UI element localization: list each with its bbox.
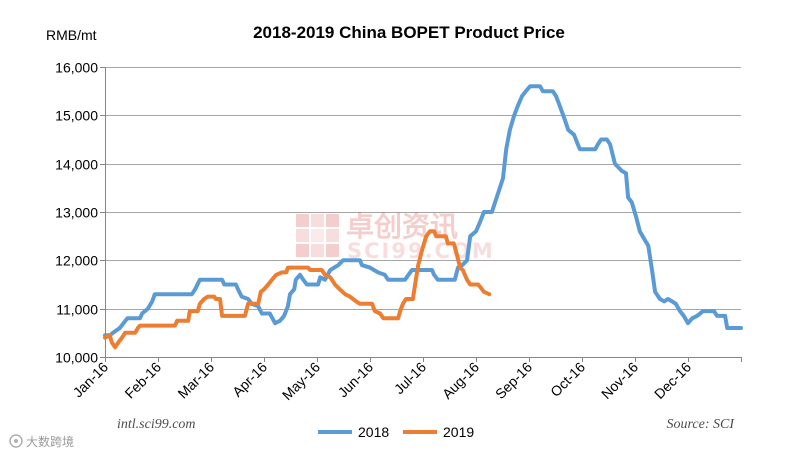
legend-label-2018: 2018 <box>358 424 389 440</box>
badge-icon <box>9 434 23 448</box>
y-tick-label: 15,000 <box>55 108 98 124</box>
legend-item-2019: 2019 <box>403 424 474 440</box>
sci-logo-icon <box>296 214 339 257</box>
site-watermark: intl.sci99.com <box>117 417 196 432</box>
y-tick-label: 12,000 <box>55 253 98 269</box>
y-axis-unit-label: RMB/mt <box>46 27 97 43</box>
y-tick-label: 13,000 <box>55 205 98 221</box>
y-tick-label: 10,000 <box>55 350 98 366</box>
y-tick-label: 14,000 <box>55 157 98 173</box>
legend-label-2019: 2019 <box>443 424 474 440</box>
badge-text: 大数跨境 <box>26 434 74 449</box>
y-tick-label: 11,000 <box>56 302 98 318</box>
chart-title: 2018-2019 China BOPET Product Price <box>253 23 565 42</box>
legend-item-2018: 2018 <box>318 424 389 440</box>
source-note: Source: SCI <box>666 417 735 432</box>
y-tick-label: 16,000 <box>55 60 98 76</box>
series-layer <box>103 84 743 350</box>
series-line-2019 <box>103 229 492 350</box>
badge: 大数跨境 <box>9 434 74 449</box>
legend: 2018 2019 <box>318 424 474 440</box>
series-line-2018 <box>103 84 743 338</box>
